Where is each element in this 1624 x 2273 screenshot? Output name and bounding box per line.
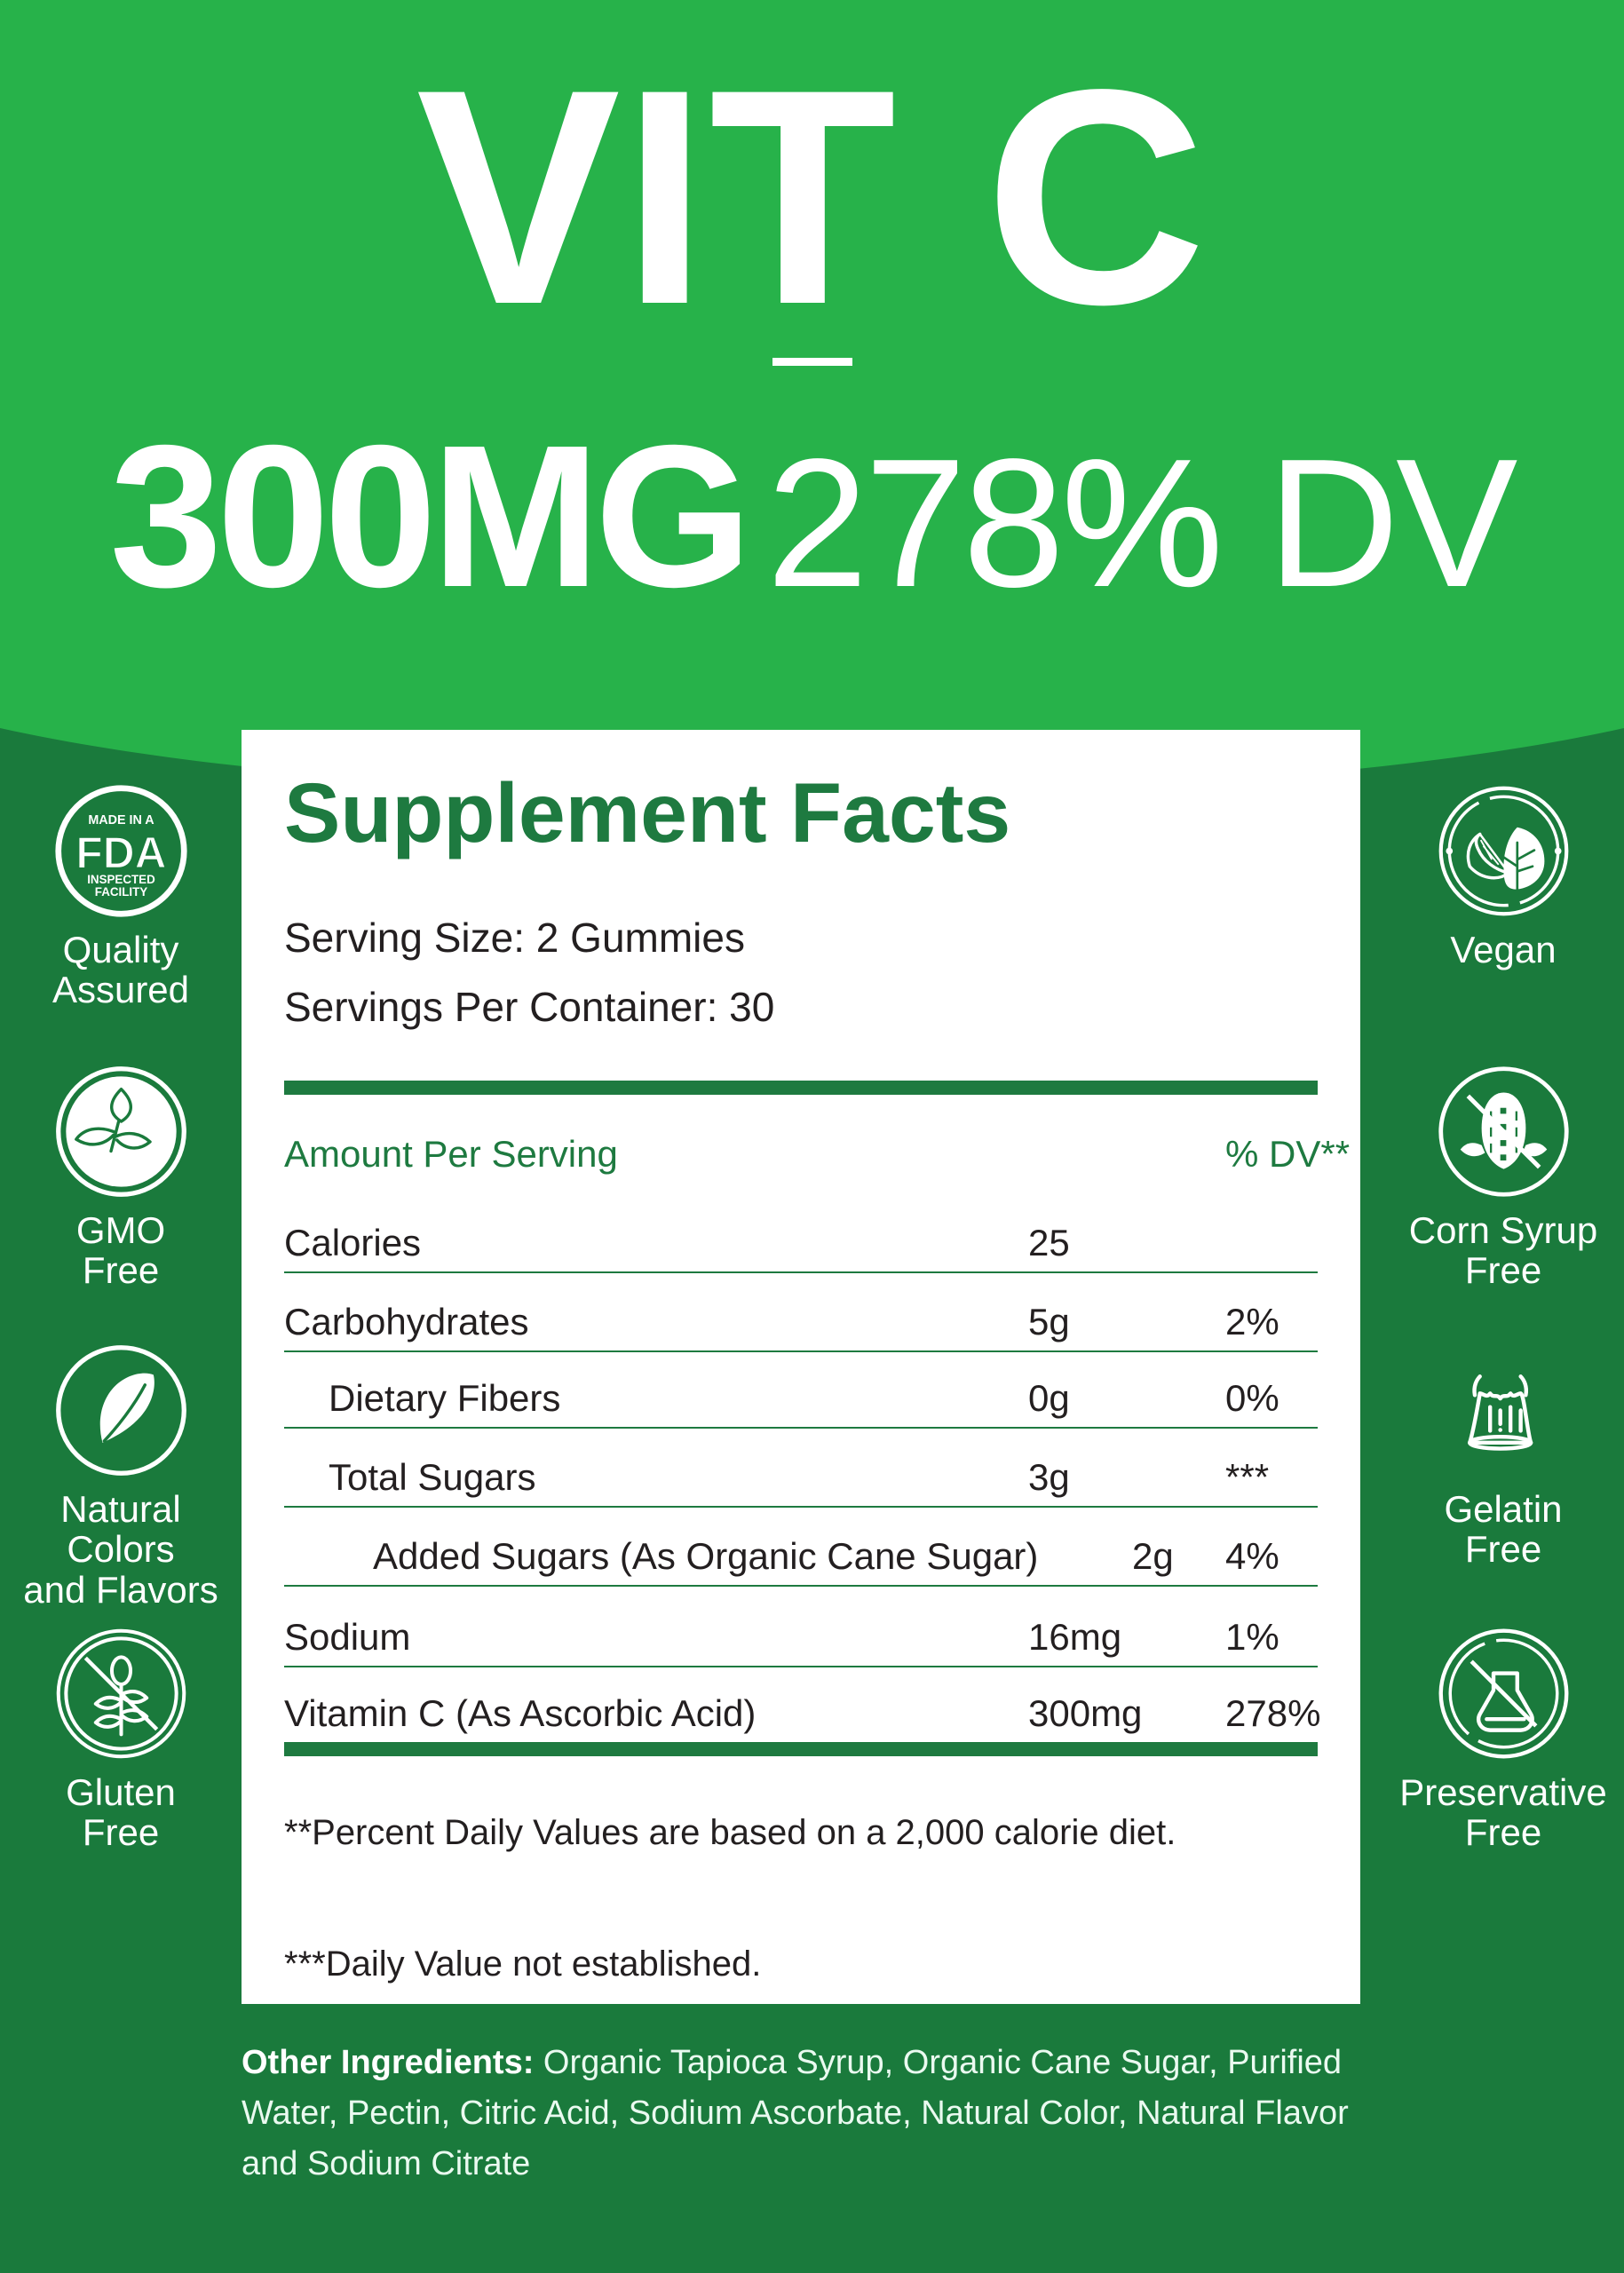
svg-text:MADE IN A: MADE IN A [88,813,154,828]
svg-text:FDA: FDA [75,828,166,878]
svg-text:INSPECTED: INSPECTED [87,873,155,886]
svg-text:FACILITY: FACILITY [94,885,147,899]
